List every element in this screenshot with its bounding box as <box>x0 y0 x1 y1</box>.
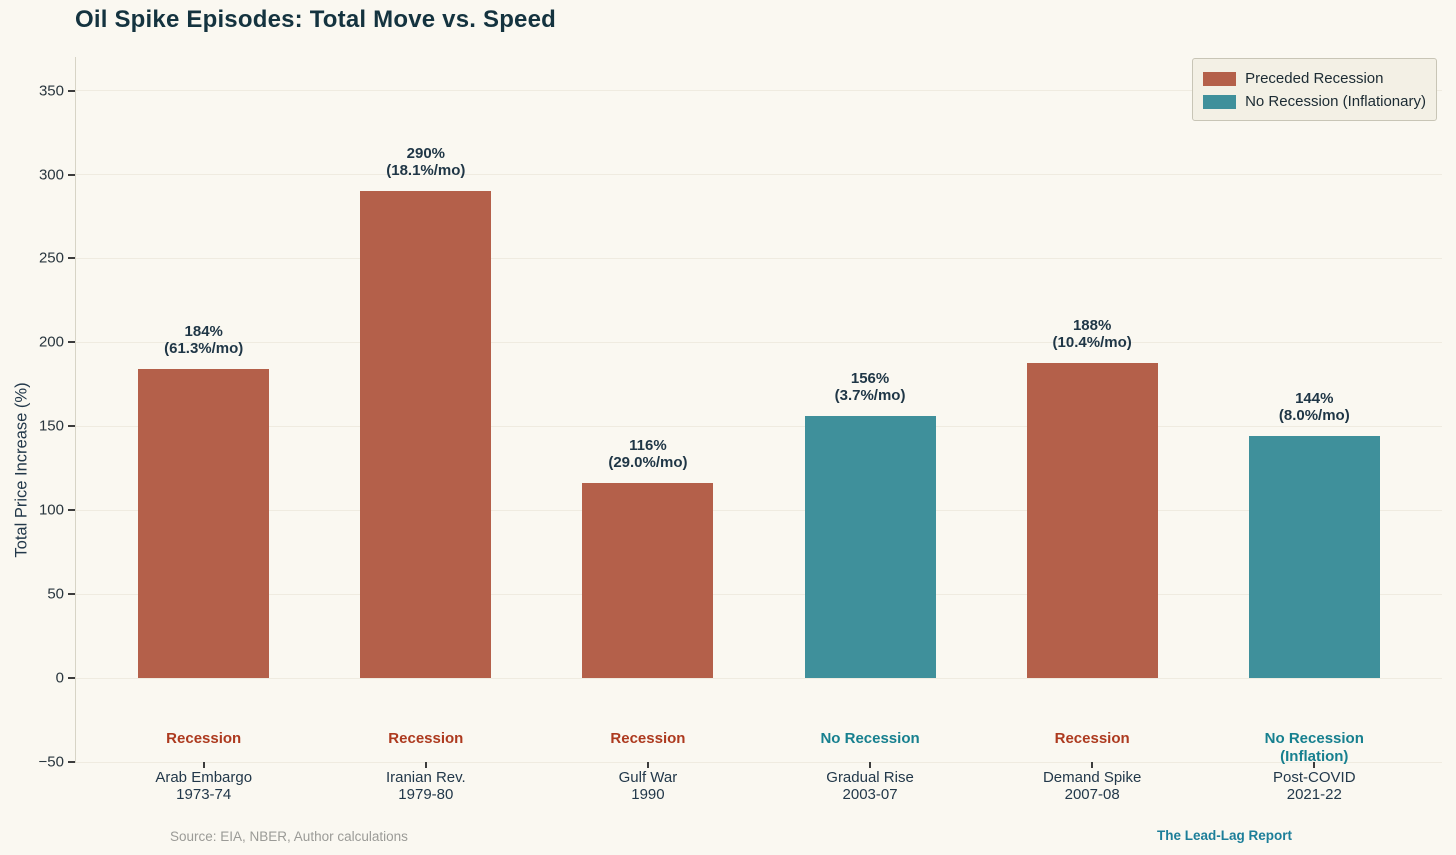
y-axis-tick-label: −50 <box>38 753 64 771</box>
bar-demand-spike <box>1026 362 1158 679</box>
y-axis-tick-label: 150 <box>38 417 64 435</box>
y-axis-tick <box>68 509 75 512</box>
bar-annotation: Recession <box>166 730 242 747</box>
chart-title: Oil Spike Episodes: Total Move vs. Speed <box>75 6 557 33</box>
y-axis-tick-label: 0 <box>55 669 64 687</box>
x-axis-category-label: Gradual Rise 2003-07 <box>826 769 914 803</box>
bar-value-label: 156% (3.7%/mo) <box>834 370 906 405</box>
x-axis-category-label: Arab Embargo 1973-74 <box>155 769 253 803</box>
legend-item-no-recession: No Recession (Inflationary) <box>1203 90 1426 113</box>
bar-gradual-rise <box>804 416 936 679</box>
y-axis-label: Total Price Increase (%) <box>12 382 31 558</box>
bar-value-label: 184% (61.3%/mo) <box>164 323 244 358</box>
legend: Preceded Recession No Recession (Inflati… <box>1192 58 1437 121</box>
y-axis-tick-label: 200 <box>38 333 64 351</box>
bar-value-label: 188% (10.4%/mo) <box>1052 316 1132 351</box>
bar-annotation: No Recession (Inflation) <box>1264 730 1364 765</box>
x-axis-tick <box>1091 762 1094 768</box>
legend-label: No Recession (Inflationary) <box>1245 93 1426 110</box>
bar-value-label: 290% (18.1%/mo) <box>386 145 466 180</box>
gridline <box>76 509 1442 511</box>
bar-annotation: Recession <box>388 730 464 747</box>
gridline <box>76 761 1442 763</box>
bar-value-label: 116% (29.0%/mo) <box>608 437 688 472</box>
gridline <box>76 90 1442 92</box>
x-axis-category-label: Post-COVID 2021-22 <box>1273 769 1356 803</box>
bar-gulf-war <box>582 483 714 679</box>
y-axis-tick <box>68 761 75 763</box>
y-axis-tick-label: 350 <box>38 82 64 100</box>
legend-label: Preceded Recession <box>1245 70 1384 87</box>
gridline <box>76 341 1442 343</box>
gridline <box>76 677 1442 679</box>
x-axis-tick <box>424 762 427 768</box>
x-axis-category-label: Iranian Rev. 1979-80 <box>385 769 466 803</box>
brand-label: The Lead-Lag Report <box>1157 828 1293 843</box>
gridline <box>76 425 1442 427</box>
x-axis-tick <box>646 762 649 768</box>
x-axis-tick <box>1313 762 1316 768</box>
bar-annotation: Recession <box>1054 730 1130 747</box>
y-axis-tick <box>68 425 75 428</box>
y-axis-tick <box>68 593 75 596</box>
y-axis-tick-label: 50 <box>47 585 64 603</box>
y-axis-tick-label: 250 <box>38 249 64 267</box>
legend-swatch-no-recession <box>1203 94 1237 109</box>
x-axis-tick <box>869 762 872 768</box>
y-axis-tick-label: 100 <box>38 501 64 519</box>
gridline <box>76 593 1442 595</box>
legend-item-preceded-recession: Preceded Recession <box>1203 67 1426 90</box>
legend-swatch-preceded-recession <box>1203 71 1237 86</box>
x-axis-category-label: Gulf War 1990 <box>618 769 678 803</box>
y-axis-tick-label: 300 <box>38 166 64 183</box>
x-axis-tick <box>202 762 205 768</box>
gridline <box>76 257 1442 259</box>
source-note: Source: EIA, NBER, Author calculations <box>170 829 408 844</box>
bar-arab-embargo <box>138 369 270 679</box>
y-axis-tick <box>68 173 75 176</box>
y-axis-tick <box>68 341 75 344</box>
bar-value-label: 144% (8.0%/mo) <box>1278 390 1350 425</box>
y-axis-tick <box>68 677 75 680</box>
y-axis-tick <box>68 89 75 92</box>
gridline <box>76 174 1442 175</box>
plot-area: −50 0 50 100 150 200 250 300 350 184% (61.3%/mo) Re… <box>39 57 1442 802</box>
bar-annotation: Recession <box>610 730 686 747</box>
bar-annotation: No Recession <box>820 730 920 747</box>
bar-post-covid <box>1248 436 1380 679</box>
x-axis-category-label: Demand Spike 2007-08 <box>1042 769 1142 803</box>
y-axis-tick <box>68 257 75 260</box>
bar-iranian-rev- <box>360 191 492 679</box>
